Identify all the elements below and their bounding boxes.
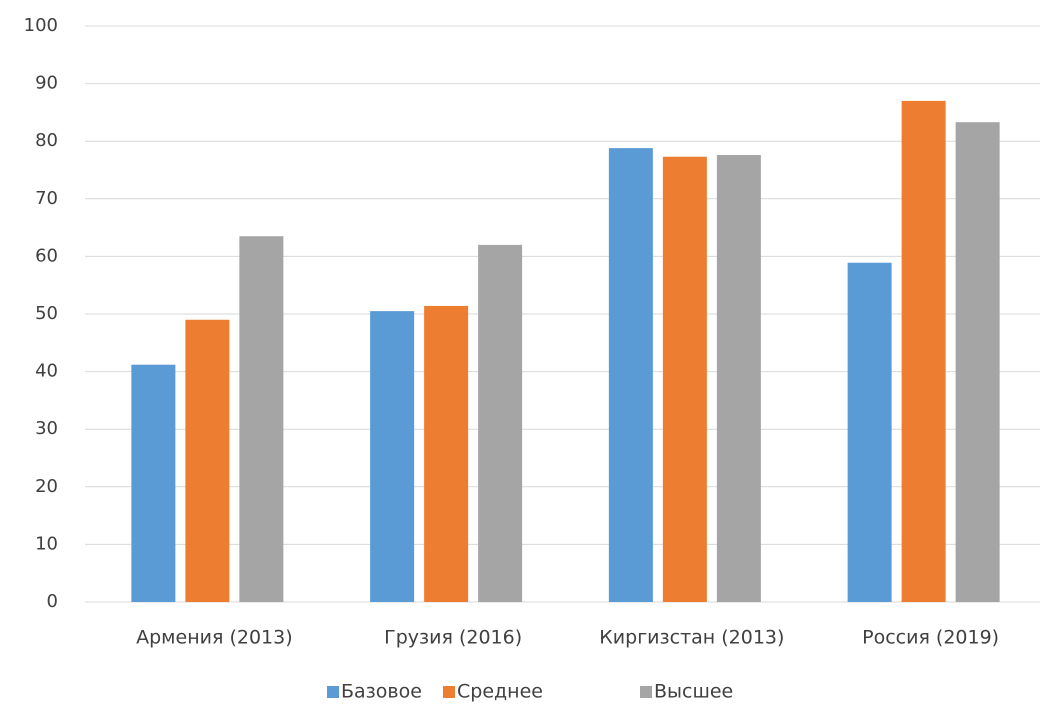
bar [608, 148, 653, 602]
legend-swatch [640, 686, 652, 698]
y-tick-label: 70 [35, 188, 58, 209]
legend-label: Среднее [457, 681, 543, 703]
x-tick-label: Грузия (2016) [384, 627, 522, 649]
y-tick-label: 30 [35, 418, 58, 439]
x-tick-label: Россия (2019) [862, 627, 999, 649]
bar [239, 236, 284, 603]
y-tick-label: 100 [24, 15, 58, 36]
legend-swatch [327, 686, 339, 698]
bar [716, 155, 761, 603]
bar [901, 100, 946, 602]
bar [185, 319, 230, 602]
bar [955, 122, 1000, 602]
legend-swatch [443, 686, 455, 698]
y-tick-label: 90 [35, 73, 58, 94]
x-tick-label: Армения (2013) [136, 627, 293, 649]
bar [131, 364, 176, 602]
bar [847, 262, 892, 602]
y-tick-label: 0 [47, 591, 58, 612]
bar [370, 311, 415, 602]
legend-label: Высшее [654, 681, 733, 703]
y-tick-label: 20 [35, 476, 58, 497]
bar [662, 156, 707, 602]
legend-label: Базовое [341, 681, 422, 703]
x-tick-label: Киргизстан (2013) [599, 627, 784, 649]
bar [424, 305, 469, 602]
y-tick-label: 50 [35, 303, 58, 324]
bar [478, 244, 523, 602]
y-tick-label: 80 [35, 130, 58, 151]
y-tick-label: 10 [35, 533, 58, 554]
y-tick-label: 60 [35, 245, 58, 266]
y-tick-label: 40 [35, 361, 58, 382]
